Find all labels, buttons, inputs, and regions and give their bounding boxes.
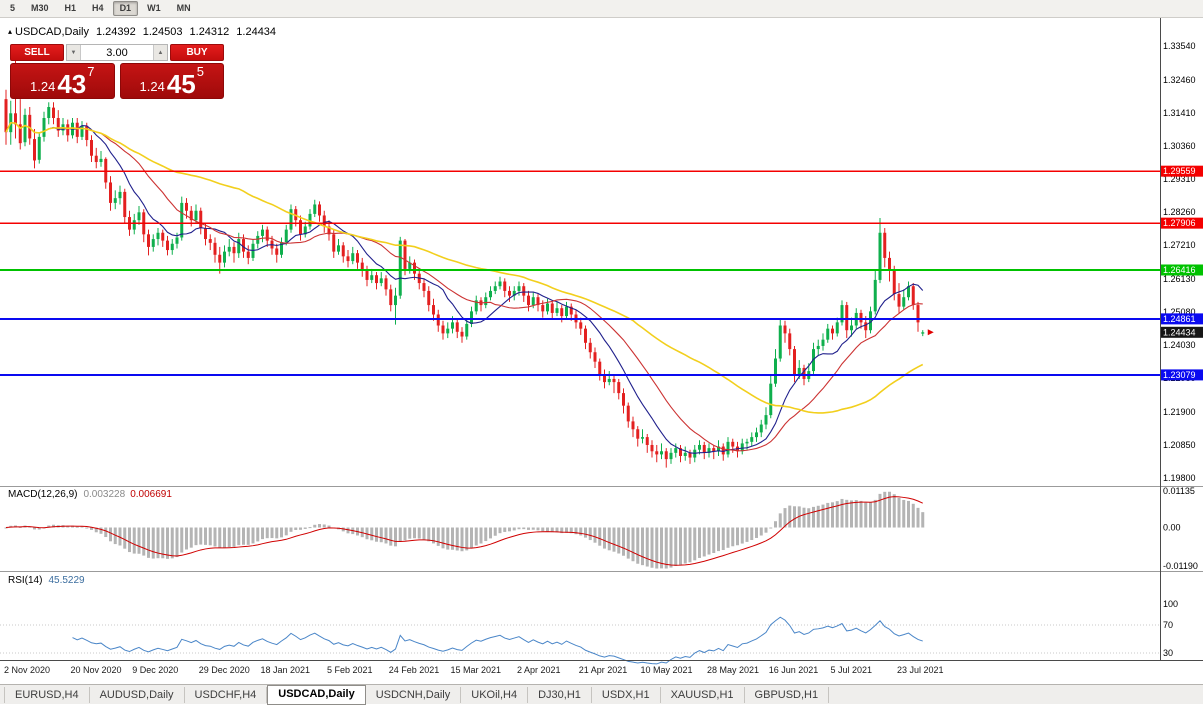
volume-decrease-icon[interactable]: ▼ bbox=[67, 45, 81, 60]
period-button-h4[interactable]: H4 bbox=[85, 1, 111, 16]
svg-text:1.20850: 1.20850 bbox=[1163, 440, 1196, 450]
date-axis: 2 Nov 2020 20 Nov 2020 9 Dec 2020 29 Dec 20… bbox=[4, 665, 944, 675]
rsi-indicator-header: RSI(14) 45.5229 bbox=[8, 575, 85, 586]
sell-price-pip: 7 bbox=[87, 64, 95, 79]
svg-text:1.27906: 1.27906 bbox=[1163, 218, 1196, 228]
svg-text:1.27210: 1.27210 bbox=[1163, 240, 1196, 250]
svg-text:1.21900: 1.21900 bbox=[1163, 407, 1196, 417]
macd-label: MACD(12,26,9) bbox=[8, 489, 78, 500]
period-button-m30[interactable]: M30 bbox=[24, 1, 56, 16]
tab-gbpusd-h1[interactable]: GBPUSD,H1 bbox=[745, 686, 830, 703]
svg-text:1.32460: 1.32460 bbox=[1163, 75, 1196, 85]
svg-text:100: 100 bbox=[1163, 599, 1178, 609]
svg-text:29 Dec 2020: 29 Dec 2020 bbox=[199, 665, 250, 675]
svg-text:1.24030: 1.24030 bbox=[1163, 340, 1196, 350]
last-price-arrow-icon bbox=[927, 329, 934, 336]
buy-price-prefix: 1.24 bbox=[139, 79, 165, 94]
volume-stepper: ▼ ▲ bbox=[66, 44, 168, 61]
svg-text:30: 30 bbox=[1163, 648, 1173, 658]
svg-text:21 Apr 2021: 21 Apr 2021 bbox=[579, 665, 628, 675]
tab-eurusd-h4[interactable]: EURUSD,H4 bbox=[4, 686, 90, 703]
timeframe-toolbar: 5 M30 H1 H4 D1 W1 MN bbox=[0, 0, 1203, 18]
svg-text:2 Apr 2021: 2 Apr 2021 bbox=[517, 665, 561, 675]
svg-text:1.19800: 1.19800 bbox=[1163, 473, 1196, 483]
svg-text:16 Jun 2021: 16 Jun 2021 bbox=[769, 665, 819, 675]
macd-panel: 0.01135 0.00 -0.01190 bbox=[4, 486, 1198, 571]
sell-price-main: 43 bbox=[57, 68, 87, 99]
price-axis: 1.33540 1.32460 1.31410 1.30360 1.29310 1.282… bbox=[1163, 41, 1196, 483]
panel-separators bbox=[0, 18, 1203, 661]
svg-text:1.25080: 1.25080 bbox=[1163, 307, 1196, 317]
svg-text:1.31410: 1.31410 bbox=[1163, 108, 1196, 118]
svg-text:1.24434: 1.24434 bbox=[1163, 327, 1196, 337]
chart-ohlc-header: ▴ USDCAD,Daily 1.24392 1.24503 1.24312 1.2443… bbox=[8, 26, 276, 38]
chart-canvas[interactable]: 1.33540 1.32460 1.31410 1.30360 1.29310 1.282… bbox=[0, 18, 1203, 684]
svg-text:18 Jan 2021: 18 Jan 2021 bbox=[261, 665, 311, 675]
svg-text:2 Nov 2020: 2 Nov 2020 bbox=[4, 665, 50, 675]
svg-text:0.01135: 0.01135 bbox=[1163, 486, 1195, 496]
tab-usdx-h1[interactable]: USDX,H1 bbox=[592, 686, 661, 703]
svg-text:5 Jul 2021: 5 Jul 2021 bbox=[831, 665, 873, 675]
svg-text:1.29559: 1.29559 bbox=[1163, 166, 1196, 176]
svg-text:20 Nov 2020: 20 Nov 2020 bbox=[71, 665, 122, 675]
rsi-label: RSI(14) bbox=[8, 575, 43, 586]
svg-text:28 May 2021: 28 May 2021 bbox=[707, 665, 759, 675]
svg-text:70: 70 bbox=[1163, 620, 1173, 630]
svg-text:-0.01190: -0.01190 bbox=[1163, 561, 1198, 571]
svg-text:1.28260: 1.28260 bbox=[1163, 207, 1196, 217]
svg-text:1.24861: 1.24861 bbox=[1163, 314, 1196, 324]
svg-text:0.00: 0.00 bbox=[1163, 523, 1181, 533]
ohlc-low: 1.24312 bbox=[189, 26, 230, 38]
svg-text:1.29310: 1.29310 bbox=[1163, 174, 1196, 184]
tab-dj30-h1[interactable]: DJ30,H1 bbox=[528, 686, 592, 703]
period-button-5[interactable]: 5 bbox=[3, 1, 22, 16]
tab-ukoil-h4[interactable]: UKOil,H4 bbox=[461, 686, 529, 703]
svg-text:23 Jul 2021: 23 Jul 2021 bbox=[897, 665, 944, 675]
svg-text:1.26130: 1.26130 bbox=[1163, 274, 1196, 284]
rsi-value: 45.5229 bbox=[48, 575, 85, 586]
macd-signal-value: 0.006691 bbox=[130, 489, 172, 500]
svg-text:9 Dec 2020: 9 Dec 2020 bbox=[132, 665, 178, 675]
horizontal-lines-layer bbox=[0, 170, 1160, 376]
svg-text:1.26416: 1.26416 bbox=[1163, 265, 1196, 275]
period-button-d1[interactable]: D1 bbox=[112, 1, 139, 16]
price-label-layer: 1.29559 1.27906 1.26416 1.24861 1.23079 1.244… bbox=[927, 165, 1203, 381]
svg-text:5 Feb 2021: 5 Feb 2021 bbox=[327, 665, 373, 675]
buy-button[interactable]: BUY bbox=[170, 44, 224, 61]
chart-background bbox=[0, 18, 1203, 684]
period-button-w1[interactable]: W1 bbox=[140, 1, 168, 16]
tab-usdcnh-daily[interactable]: USDCNH,Daily bbox=[366, 686, 462, 703]
tab-audusd-daily[interactable]: AUDUSD,Daily bbox=[90, 686, 185, 703]
volume-input[interactable] bbox=[81, 45, 153, 60]
svg-text:15 Mar 2021: 15 Mar 2021 bbox=[451, 665, 502, 675]
svg-text:1.23079: 1.23079 bbox=[1163, 370, 1196, 380]
tab-usdchf-h4[interactable]: USDCHF,H4 bbox=[185, 686, 268, 703]
tab-xauusd-h1[interactable]: XAUUSD,H1 bbox=[661, 686, 745, 703]
sell-button[interactable]: SELL bbox=[10, 44, 64, 61]
ohlc-close: 1.24434 bbox=[236, 26, 277, 38]
symbol-tab-bar: EURUSD,H4 AUDUSD,Daily USDCHF,H4 USDCAD,Dai… bbox=[0, 684, 1203, 705]
period-button-mn[interactable]: MN bbox=[170, 1, 198, 16]
volume-increase-icon[interactable]: ▲ bbox=[153, 45, 167, 60]
ohlc-open: 1.24392 bbox=[95, 26, 136, 38]
svg-text:1.33540: 1.33540 bbox=[1163, 41, 1196, 51]
sell-quote-button[interactable]: 1.24 43 7 bbox=[10, 63, 115, 99]
svg-text:10 May 2021: 10 May 2021 bbox=[641, 665, 693, 675]
candles-layer bbox=[4, 56, 925, 468]
buy-price-main: 45 bbox=[166, 68, 196, 99]
tab-usdcad-daily[interactable]: USDCAD,Daily bbox=[267, 684, 366, 705]
chart-title: USDCAD,Daily bbox=[15, 26, 89, 38]
rsi-panel: 100 70 30 bbox=[0, 599, 1178, 665]
macd-main-value: 0.003228 bbox=[83, 489, 126, 500]
svg-text:24 Feb 2021: 24 Feb 2021 bbox=[389, 665, 440, 675]
period-button-h1[interactable]: H1 bbox=[58, 1, 84, 16]
sell-price-prefix: 1.24 bbox=[30, 79, 56, 94]
macd-indicator-header: MACD(12,26,9) 0.003228 0.006691 bbox=[8, 489, 172, 500]
buy-quote-button[interactable]: 1.24 45 5 bbox=[119, 63, 224, 99]
one-click-collapse-icon[interactable]: ▴ bbox=[8, 27, 13, 36]
svg-text:1.30360: 1.30360 bbox=[1163, 141, 1196, 151]
ohlc-high: 1.24503 bbox=[142, 26, 183, 38]
buy-price-pip: 5 bbox=[196, 64, 204, 79]
